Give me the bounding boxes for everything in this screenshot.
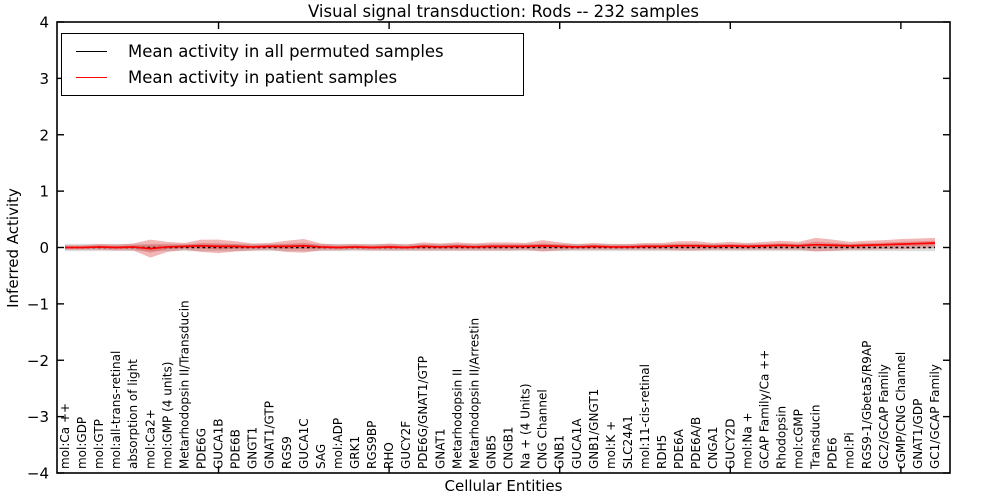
category-label: mol:Ca2+ (143, 409, 157, 469)
category-label: GC1/GCAP Family (928, 364, 942, 469)
category-label: PDE6 (826, 437, 840, 469)
y-tick-label: −1 (27, 295, 49, 313)
y-tick-label: 3 (39, 70, 49, 88)
category-label: GUCA1C (297, 418, 311, 469)
category-label: mol:Ca ++ (58, 403, 72, 469)
category-label: PDE6G/GNAT1/GTP (416, 356, 430, 469)
category-label: Na + (4 Units) (519, 383, 533, 469)
category-label: Rhodopsin (774, 406, 788, 469)
category-label: mol:K + (604, 421, 618, 469)
category-label: GNB1/GNGT1 (587, 389, 601, 469)
category-label: Metarhodopsin II (450, 369, 464, 469)
category-label: cGMP/CNG Channel (894, 352, 908, 469)
category-label: Metarhodopsin II/Transducin (177, 300, 191, 469)
category-labels: mol:Ca ++ mol:GDP mol:GTP mol:all-trans-ret… (58, 300, 942, 470)
category-label: GNAT1 (433, 428, 447, 469)
category-label: mol:11-cis-retinal (638, 364, 652, 469)
legend-label-permuted: Mean activity in all permuted samples (128, 41, 444, 61)
category-label: GUCA1B (212, 418, 226, 469)
legend-item-patient: Mean activity in patient samples (76, 68, 523, 87)
y-tick-label: −3 (27, 408, 49, 426)
y-tick-label: 2 (39, 126, 49, 144)
category-label: GUCY2F (399, 421, 413, 469)
legend: Mean activity in all permuted samples Me… (61, 33, 524, 96)
y-tick-label: −2 (27, 352, 49, 370)
category-label: mol:GDP (75, 417, 89, 469)
category-label: mol:GMP (4 units) (160, 362, 174, 469)
patient-mean-line (65, 242, 936, 250)
category-label: GUCA1A (570, 418, 584, 469)
category-label: mol:ADP (331, 418, 345, 469)
category-label: GNB1 (553, 435, 567, 469)
category-label: mol:GTP (92, 419, 106, 469)
category-label: SAG (314, 444, 328, 469)
category-label: CNGB1 (502, 426, 516, 469)
category-label: absorption of light (126, 359, 140, 469)
category-label: PDE6G (194, 428, 208, 469)
category-label: RGS9-1/Gbeta5/R9AP (860, 341, 874, 469)
category-label: PDE6B (229, 429, 243, 469)
category-label: GC2/GCAP Family (877, 364, 891, 469)
y-tick-label: −4 (27, 465, 49, 483)
category-label: GNGT1 (246, 427, 260, 469)
chart-title: Visual signal transduction: Rods -- 232 … (308, 2, 699, 21)
category-label: RHO (382, 442, 396, 469)
category-label: mol:all-trans-retinal (109, 351, 123, 469)
category-label: mol:Na + (740, 412, 754, 469)
category-label: RGS9 (280, 436, 294, 469)
category-label: PDE6A/B (689, 417, 703, 469)
category-label: mol:cGMP (792, 409, 806, 469)
y-tick-label: 0 (39, 239, 49, 257)
y-tick-label: 4 (39, 14, 49, 32)
legend-label-patient: Mean activity in patient samples (128, 68, 398, 88)
category-label: GNB5 (484, 435, 498, 469)
category-label: RGS9BP (365, 421, 379, 469)
category-label: GNAT1/GDP (911, 399, 925, 469)
category-label: GRK1 (348, 436, 362, 469)
category-label: Metarhodopsin II/Arrestin (467, 318, 481, 469)
category-label: Transducin (809, 405, 823, 470)
category-label: CNGA1 (706, 427, 720, 470)
y-axis-label: Inferred Activity (4, 188, 22, 308)
category-label: GUCY2D (723, 419, 737, 469)
legend-line-black-icon (76, 50, 107, 52)
category-label: GNAT1/GTP (263, 401, 277, 469)
legend-line-red-icon (76, 77, 107, 79)
category-label: GCAP Family/Ca ++ (757, 350, 771, 469)
category-label: CNG Channel (536, 389, 550, 469)
x-axis-label: Cellular Entities (444, 477, 563, 495)
category-label: PDE6A (672, 428, 686, 469)
y-axis-ticks: −4 −3 −2 −1 0 1 2 3 4 (27, 14, 950, 483)
x-axis-ticks (217, 22, 902, 473)
category-label: mol:Pi (843, 432, 857, 469)
category-label: RDH5 (655, 435, 669, 469)
category-label: SLC24A1 (621, 415, 635, 469)
y-tick-label: 1 (39, 183, 49, 201)
legend-item-permuted: Mean activity in all permuted samples (76, 42, 523, 61)
